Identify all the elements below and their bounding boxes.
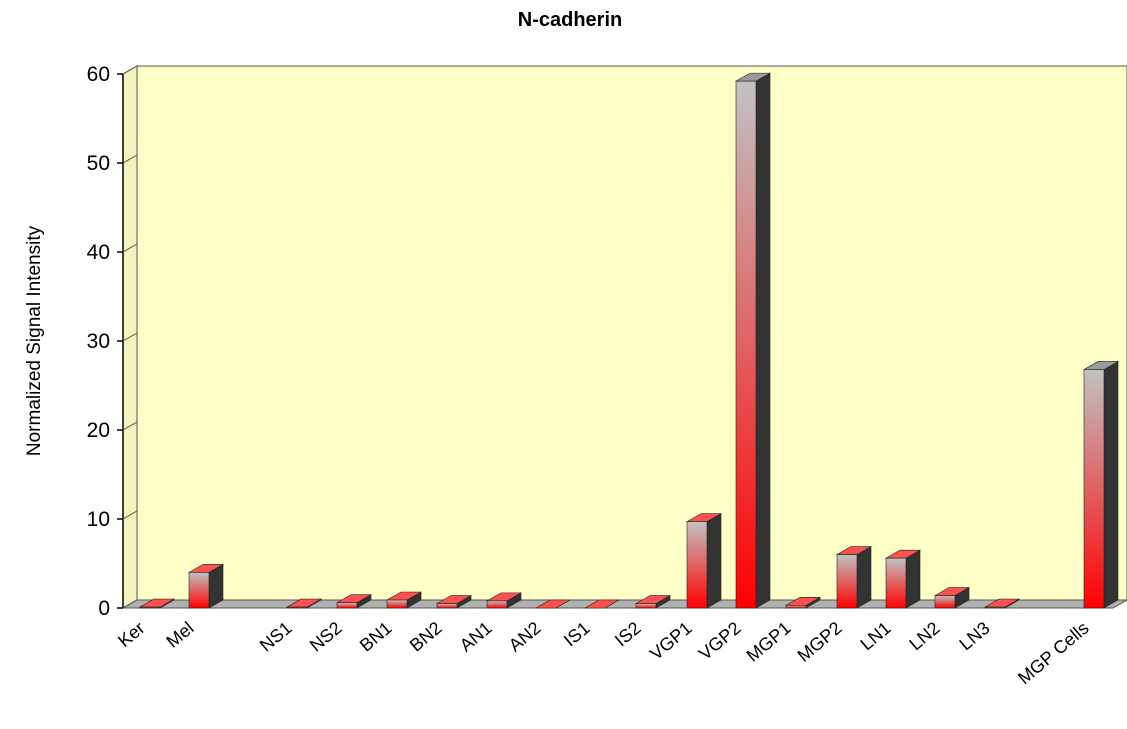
bar-front-face (885, 557, 907, 609)
y-tick-depth-line (122, 421, 138, 431)
bar (933, 587, 971, 609)
bar-side-face (1103, 360, 1119, 609)
bar (485, 592, 523, 609)
bar-side-face (706, 513, 722, 609)
bar-front-face (139, 606, 161, 609)
bar (685, 513, 723, 609)
y-tick-label: 40 (87, 241, 110, 264)
bar (285, 598, 323, 609)
bar-front-face (735, 80, 757, 609)
x-tick-label: AN2 (505, 618, 545, 656)
bar (534, 599, 572, 609)
bar (734, 72, 772, 609)
y-tick-label: 60 (87, 63, 110, 86)
x-tick-label: Ker (114, 618, 148, 651)
plot-back-wall (136, 65, 1127, 601)
bar-front-face (386, 599, 408, 609)
bar-front-face (785, 605, 807, 609)
bar-front-face (686, 521, 708, 609)
x-tick-label: AN1 (456, 618, 496, 656)
bar (983, 598, 1021, 609)
bar-front-face (486, 600, 508, 609)
bar-front-face (836, 554, 858, 609)
y-tick-depth-line (122, 510, 138, 520)
y-axis-label: Normalized Signal Intensity (24, 225, 45, 456)
x-tick-label: VGP1 (646, 618, 696, 664)
bar (884, 549, 922, 609)
bar-side-face (905, 549, 921, 609)
bar (335, 594, 373, 609)
bar (583, 599, 621, 609)
bar-front-face (286, 606, 308, 609)
plot-floor (121, 599, 1127, 609)
y-tick-label: 10 (87, 508, 110, 531)
x-tick-label: NS1 (256, 618, 296, 656)
bar (435, 595, 473, 609)
x-tick-label: LN2 (905, 618, 943, 655)
x-tick-label: MGP Cells (1014, 618, 1092, 688)
x-tick-label: VGP2 (695, 618, 745, 664)
bar (1082, 360, 1120, 609)
bar (784, 596, 822, 609)
y-tick-label: 50 (87, 152, 110, 175)
bar-front-face (934, 595, 956, 609)
y-tick-depth-line (122, 154, 138, 164)
y-tick-depth-line (122, 599, 138, 609)
y-tick-depth-line (122, 332, 138, 342)
y-tick-depth-line (122, 65, 138, 75)
x-tick-label: Mel (162, 618, 197, 652)
bar (187, 563, 225, 609)
bar (385, 591, 423, 609)
bar-side-face (856, 546, 872, 609)
bar-front-face (436, 603, 458, 609)
y-tick-depth-line (122, 243, 138, 253)
bars-group (138, 72, 1120, 609)
chart-title: N-cadherin (518, 9, 622, 31)
bar (138, 598, 176, 609)
bar (835, 546, 873, 609)
bar-front-face (984, 606, 1006, 609)
y-tick-label: 0 (98, 597, 110, 620)
x-tick-label: BN2 (406, 618, 446, 656)
y-tick-label: 20 (87, 419, 110, 442)
bar-top-face (534, 599, 572, 609)
x-tick-label: BN1 (356, 618, 396, 656)
x-tick-label: IS1 (560, 618, 594, 651)
bar-front-face (188, 572, 210, 609)
x-tick-label: MGP1 (743, 618, 795, 666)
bar-side-face (755, 72, 771, 609)
x-tick-label: LN3 (955, 618, 993, 655)
x-tick-label: LN1 (856, 618, 894, 655)
x-axis-tick-labels: Ker Mel NS1 NS2 BN1 BN2 AN1 AN2 IS1 IS2 VGP1 VGP2MG… (114, 618, 1092, 688)
bar (634, 595, 672, 609)
y-axis-ticks: 0 10 20 30 40 50 60 (87, 63, 138, 620)
x-tick-label: NS2 (306, 618, 346, 656)
bar-top-face (583, 599, 621, 609)
bar-front-face (336, 602, 358, 609)
bar-front-face (1083, 369, 1105, 609)
bar-front-face (635, 603, 657, 609)
x-tick-label: IS2 (611, 618, 645, 651)
x-tick-label: MGP2 (794, 618, 846, 666)
y-tick-label: 30 (87, 330, 110, 353)
